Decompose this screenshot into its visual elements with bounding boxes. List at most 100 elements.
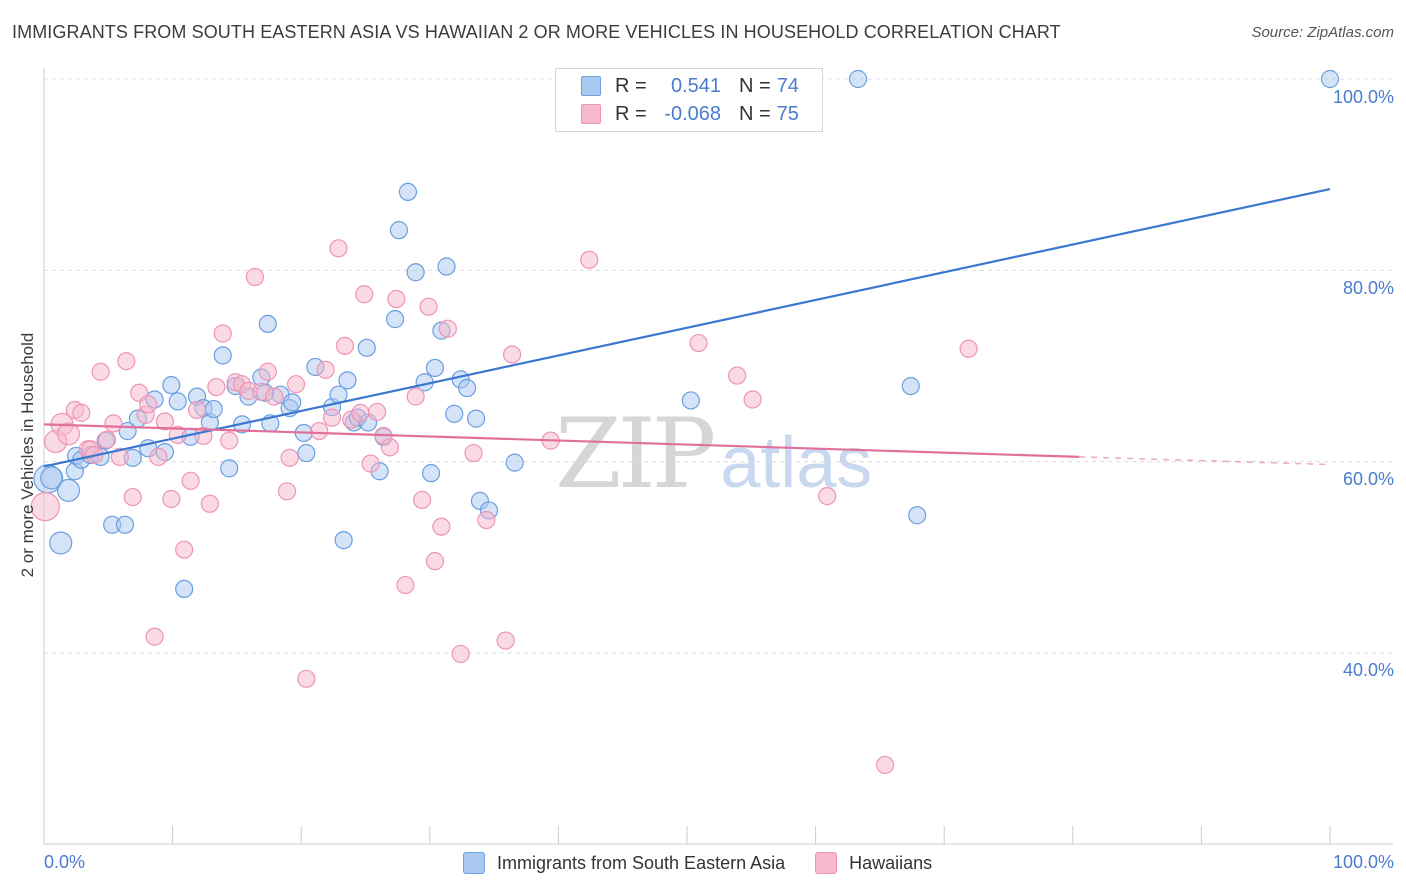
- data-point: [175, 579, 194, 599]
- data-point: [204, 399, 223, 419]
- x-tick-label-max: 100.0%: [1332, 852, 1394, 872]
- legend-n-value: 75: [776, 102, 799, 125]
- data-point: [367, 402, 387, 422]
- legend-row-hawaiians: R = -0.068 N = 75: [556, 101, 799, 127]
- data-point: [451, 644, 470, 664]
- data-point: [280, 448, 299, 467]
- data-point: [335, 336, 355, 356]
- data-point: [149, 447, 168, 466]
- data-point: [139, 395, 158, 414]
- data-point: [72, 403, 91, 422]
- data-point: [959, 339, 978, 358]
- series-legend: Immigrants from South Eastern Asia Hawai…: [463, 852, 962, 874]
- data-point: [213, 324, 232, 343]
- data-point: [432, 517, 451, 536]
- data-point: [728, 366, 747, 385]
- data-point: [220, 459, 239, 478]
- data-point: [875, 755, 895, 775]
- data-point: [123, 487, 142, 507]
- data-point: [425, 552, 445, 571]
- data-point: [220, 431, 239, 450]
- legend-swatch-hawaiians: [581, 104, 601, 124]
- data-point: [445, 404, 464, 423]
- data-point: [681, 391, 700, 410]
- data-point: [406, 387, 425, 406]
- data-point: [175, 540, 194, 559]
- data-point: [466, 409, 486, 428]
- data-point: [30, 492, 60, 522]
- data-point: [91, 362, 110, 381]
- data-point: [689, 333, 708, 353]
- data-point: [117, 352, 136, 371]
- data-point: [505, 453, 524, 472]
- data-point: [901, 376, 920, 396]
- data-point: [380, 438, 400, 457]
- data-point: [56, 478, 81, 502]
- legend-n-label: N =: [739, 74, 771, 97]
- legend-label-hawaiians: Hawaiians: [849, 852, 933, 873]
- x-tick-label-min: 0.0%: [44, 852, 86, 872]
- data-point: [310, 421, 329, 441]
- y-tick-label-80: 80.0%: [1342, 278, 1394, 298]
- data-point: [406, 263, 425, 282]
- data-point: [1320, 69, 1340, 89]
- data-point: [265, 387, 284, 406]
- data-point: [398, 182, 418, 201]
- data-point: [200, 494, 219, 513]
- data-point: [457, 378, 477, 398]
- data-point: [848, 69, 868, 89]
- data-point: [283, 393, 302, 412]
- grid-lines: [44, 78, 1393, 654]
- data-point: [162, 376, 181, 395]
- data-point: [207, 377, 226, 397]
- legend-row-immigrants: R = 0.541 N = 74: [556, 73, 799, 99]
- data-point: [245, 267, 265, 287]
- data-point: [387, 289, 406, 309]
- legend-swatch-hawaiians: [815, 852, 838, 874]
- data-point: [503, 345, 522, 364]
- legend-item-hawaiians: Hawaiians: [815, 852, 932, 874]
- stats-legend: R = 0.541 N = 74 R = -0.068 N = 75: [555, 68, 823, 132]
- data-point: [396, 575, 415, 595]
- chart-title: IMMIGRANTS FROM SOUTH EASTERN ASIA VS HA…: [12, 22, 1061, 42]
- data-point: [357, 338, 376, 357]
- data-point: [389, 221, 409, 240]
- data-point: [437, 257, 456, 276]
- data-point: [277, 482, 297, 501]
- data-point: [743, 390, 762, 409]
- data-point: [258, 314, 277, 334]
- data-point: [908, 506, 927, 525]
- data-point: [351, 403, 370, 422]
- data-point: [56, 422, 81, 446]
- data-point: [818, 487, 837, 506]
- source-label: Source: ZipAtlas.com: [1251, 24, 1394, 41]
- data-point: [464, 443, 483, 463]
- data-point: [361, 454, 380, 473]
- data-point: [286, 375, 306, 394]
- legend-item-immigrants: Immigrants from South Eastern Asia: [463, 852, 785, 874]
- data-point: [162, 489, 181, 509]
- data-point: [297, 669, 316, 688]
- data-point: [580, 250, 599, 269]
- legend-r-label: R =: [615, 102, 647, 125]
- legend-swatch-immigrants: [463, 852, 485, 874]
- legend-n-value: 74: [776, 74, 799, 97]
- trend-line-0: [43, 187, 1331, 468]
- data-point: [477, 510, 496, 530]
- legend-label-immigrants: Immigrants from South Eastern Asia: [497, 852, 786, 873]
- data-point: [145, 627, 164, 646]
- data-point: [338, 371, 357, 390]
- data-point: [187, 400, 207, 420]
- trend-line-extension-1: [1079, 456, 1331, 466]
- data-point: [110, 447, 129, 466]
- data-point: [334, 531, 353, 550]
- axes: [43, 68, 1393, 845]
- data-point: [412, 490, 432, 510]
- data-point: [168, 392, 187, 411]
- data-point: [115, 515, 135, 534]
- trend-line-1: [43, 423, 1080, 458]
- y-tick-label-100: 100.0%: [1332, 87, 1394, 107]
- y-tick-label-40: 40.0%: [1342, 660, 1394, 680]
- legend-r-value: 0.541: [670, 74, 721, 97]
- y-tick-label-60: 60.0%: [1342, 469, 1394, 489]
